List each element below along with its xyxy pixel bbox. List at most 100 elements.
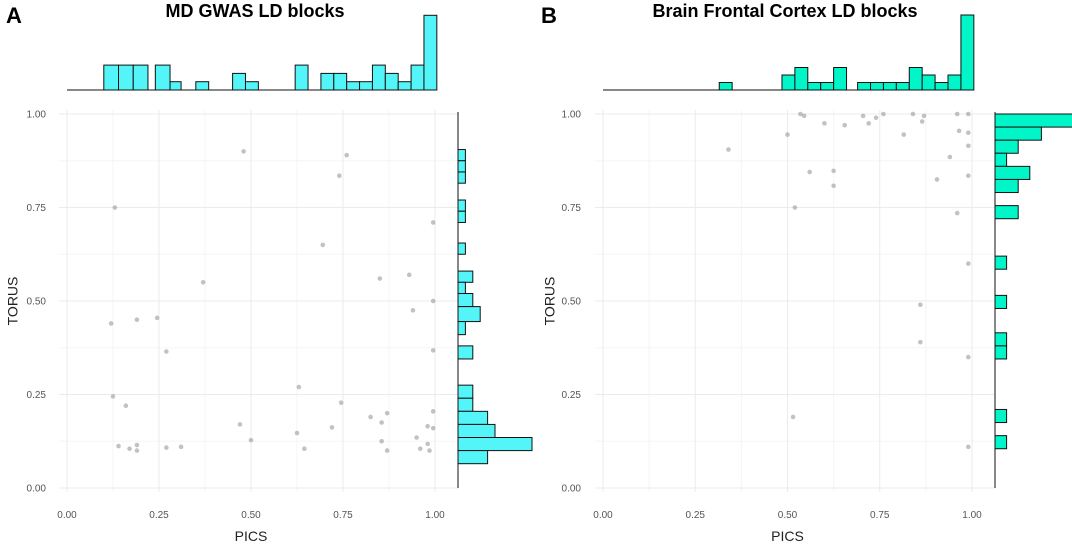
scatter-point — [726, 147, 731, 152]
y-tick-label: 1.00 — [27, 110, 47, 121]
x-histogram-bar — [820, 82, 835, 91]
x-tick-label: 0.00 — [593, 510, 613, 521]
scatter-point — [966, 261, 971, 266]
scatter-point — [344, 152, 349, 158]
x-histogram-bar — [882, 82, 897, 91]
scatter-point — [966, 111, 971, 117]
x-tick-label: 0.25 — [149, 510, 169, 521]
scatter-point — [842, 122, 847, 128]
x-histogram-bar — [807, 82, 822, 91]
panel-a-x-axis-title: PICS — [235, 528, 268, 544]
y-histogram-bar — [994, 332, 1008, 347]
y-histogram-bar — [457, 293, 474, 308]
y-tick-label: 0.00 — [562, 484, 582, 495]
x-histogram-bar — [960, 14, 975, 91]
scatter-point — [831, 183, 836, 189]
scatter-point — [425, 423, 430, 429]
panel-b-x-axis-title: PICS — [771, 528, 804, 544]
y-histogram-bar — [994, 139, 1019, 154]
y-tick-label: 0.75 — [562, 203, 582, 214]
y-histogram-bar — [994, 152, 1008, 167]
y-histogram-bar — [994, 178, 1019, 194]
scatter-point — [414, 435, 419, 440]
y-tick-label: 1.00 — [562, 110, 582, 121]
x-tick-label: 1.00 — [425, 510, 445, 521]
x-tick-label: 0.50 — [241, 510, 261, 521]
scatter-point — [112, 205, 118, 210]
panel-b-title: Brain Frontal Cortex LD blocks — [652, 1, 917, 21]
y-histogram-bar — [457, 306, 481, 323]
x-tick-label: 0.25 — [686, 510, 706, 521]
scatter-point — [241, 149, 246, 154]
y-histogram-bar — [457, 321, 466, 336]
y-histogram-bar — [457, 270, 474, 283]
scatter-point — [430, 220, 436, 225]
x-histogram-bar — [934, 82, 949, 91]
y-histogram-bar — [994, 345, 1008, 360]
y-histogram-bar — [457, 423, 496, 439]
y-histogram-bar — [457, 281, 466, 295]
scatter-point — [918, 339, 923, 345]
scatter-point — [873, 115, 879, 121]
panel-b: B Brain Frontal Cortex LD blocks 0.00 0.… — [541, 1, 1072, 544]
y-histogram-bar — [457, 171, 466, 184]
panel-a: A MD GWAS LD blocks 0.00 0.25 0.50 0.75 … — [5, 1, 533, 544]
scatter-point — [164, 445, 169, 450]
scatter-point — [430, 348, 436, 353]
panel-letter-a: A — [6, 3, 22, 28]
y-histogram-bar — [457, 397, 474, 412]
y-tick-label: 0.75 — [27, 203, 47, 214]
scatter-point — [237, 422, 243, 427]
panel-b-y-axis-title: TORUS — [542, 277, 558, 326]
scatter-point — [798, 111, 803, 117]
x-histogram-bar — [857, 82, 872, 91]
scatter-point — [417, 446, 423, 452]
scatter-point — [921, 113, 927, 119]
x-histogram-bar — [384, 72, 399, 91]
x-histogram-bar — [346, 81, 361, 91]
scatter-point — [790, 414, 796, 420]
y-histogram-bar — [457, 384, 474, 399]
panel-b-x-ticks: 0.00 0.25 0.50 0.75 1.00 — [593, 510, 982, 521]
x-tick-label: 1.00 — [962, 510, 982, 521]
scatter-point — [822, 121, 827, 126]
y-tick-label: 0.00 — [27, 484, 47, 495]
y-histogram-bar — [994, 408, 1008, 424]
y-histogram-bar — [457, 160, 466, 173]
panel-a-x-histogram — [67, 14, 438, 91]
scatter-point — [966, 173, 971, 179]
x-histogram-bar — [895, 82, 910, 91]
x-tick-label: 0.75 — [870, 510, 890, 521]
x-histogram-bar — [908, 67, 923, 91]
scatter-point — [329, 425, 335, 430]
x-histogram-bar — [195, 81, 210, 91]
x-histogram-bar — [294, 64, 309, 91]
panel-a-y-histogram — [457, 112, 533, 488]
scatter-point — [430, 409, 436, 414]
y-histogram-bar — [994, 126, 1042, 141]
scatter-point — [954, 210, 960, 216]
panel-a-grid — [59, 110, 458, 492]
scatter-point — [785, 132, 790, 137]
y-histogram-bar — [994, 294, 1008, 309]
scatter-point — [947, 154, 953, 160]
panel-a-points — [108, 149, 436, 453]
scatter-point — [379, 420, 384, 425]
x-histogram-bar — [333, 72, 348, 91]
panel-a-title: MD GWAS LD blocks — [165, 1, 344, 21]
scatter-point — [866, 121, 871, 126]
y-histogram-bar — [457, 410, 489, 425]
x-histogram-bar — [794, 67, 809, 91]
x-histogram-bar — [921, 74, 936, 91]
panel-letter-b: B — [541, 3, 557, 28]
x-histogram-bar — [232, 72, 246, 91]
y-histogram-bar — [457, 437, 533, 452]
y-histogram-bar — [994, 205, 1019, 220]
x-histogram-bar — [833, 67, 848, 91]
scatter-point — [337, 173, 342, 179]
scatter-point — [296, 384, 302, 390]
scatter-point — [792, 205, 798, 210]
scatter-point — [801, 113, 807, 119]
scatter-point — [406, 272, 412, 278]
